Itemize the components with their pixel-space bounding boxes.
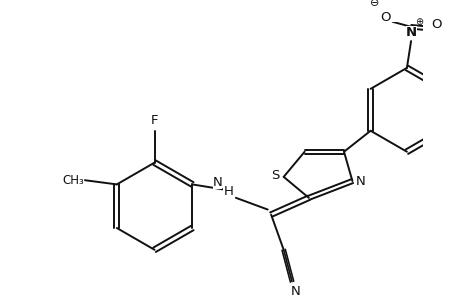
Text: O: O [380, 11, 390, 24]
Text: N: N [290, 285, 300, 298]
Text: CH₃: CH₃ [62, 174, 84, 187]
Text: N: N [355, 175, 365, 188]
Text: O: O [430, 18, 441, 31]
Text: N: N [405, 26, 416, 39]
Text: H: H [223, 184, 233, 198]
Text: ⊕: ⊕ [414, 17, 423, 27]
Text: S: S [270, 169, 279, 182]
Text: F: F [151, 114, 158, 127]
Text: ⊖: ⊖ [369, 0, 379, 8]
Text: N: N [212, 176, 222, 189]
